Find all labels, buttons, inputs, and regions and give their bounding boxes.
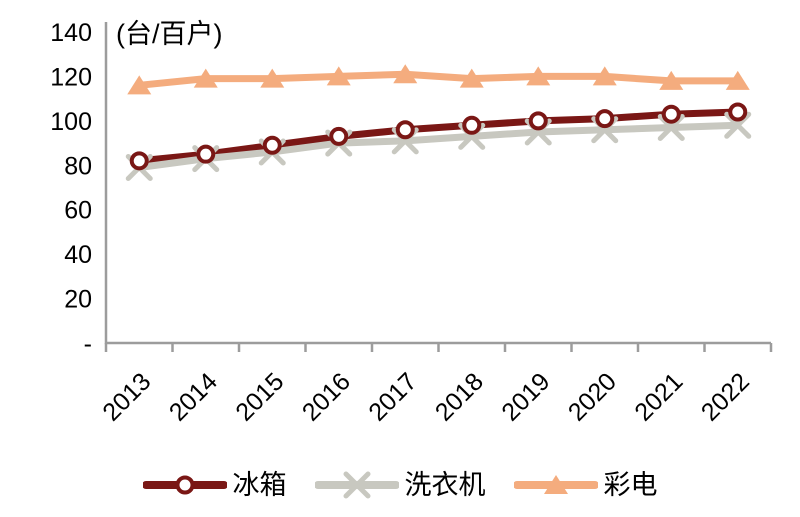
series-marker-color-tv xyxy=(459,68,484,88)
x-tick-label: 2020 xyxy=(563,367,622,426)
series-marker-fridge xyxy=(129,151,149,171)
series-line-washing-machine xyxy=(135,121,742,172)
y-tick-label: 140 xyxy=(50,19,92,47)
series-marker-color-tv xyxy=(592,66,617,86)
x-tick-label: 2013 xyxy=(97,367,156,426)
series-marker-color-tv xyxy=(326,66,351,86)
y-tick-label: 40 xyxy=(64,241,92,269)
x-tick-label: 2018 xyxy=(430,367,489,426)
x-tick-label: 2017 xyxy=(363,367,422,426)
y-tick-label: 60 xyxy=(64,197,92,225)
y-tick-label: 120 xyxy=(50,63,92,91)
series-marker-color-tv xyxy=(393,64,418,84)
legend-marker-washing-machine xyxy=(314,471,399,499)
series-marker-color-tv xyxy=(659,70,684,90)
legend-marker-color-tv xyxy=(513,475,598,494)
unit-label: (台/百户) xyxy=(116,19,222,49)
series-marker-fridge xyxy=(395,120,415,140)
x-tick-label: 2015 xyxy=(230,367,289,426)
legend-triangle-marker xyxy=(543,475,568,494)
series-marker-color-tv xyxy=(127,75,152,95)
x-tick-label: 2014 xyxy=(164,367,223,426)
y-tick-label: 100 xyxy=(50,108,92,136)
legend-item-fridge: 冰箱 xyxy=(142,469,287,500)
x-tick-label: 2021 xyxy=(629,367,688,426)
series-marker-fridge xyxy=(329,126,349,146)
series-marker-color-tv xyxy=(725,70,750,90)
legend-x-marker xyxy=(343,471,370,499)
series-marker-fridge xyxy=(661,104,681,124)
chart-legend: 冰箱 洗衣机 彩电 xyxy=(0,463,800,507)
series-line-color-tv xyxy=(135,70,742,89)
series-marker-fridge xyxy=(528,111,548,131)
x-tick-label: 2019 xyxy=(496,367,555,426)
legend-label-fridge: 冰箱 xyxy=(232,469,287,500)
series-marker-color-tv xyxy=(526,66,551,86)
x-tick-label: 2016 xyxy=(297,367,356,426)
series-line-fridge xyxy=(135,108,742,165)
legend-label-color-tv: 彩电 xyxy=(603,469,658,500)
legend-label-washing-machine: 洗衣机 xyxy=(404,469,486,500)
y-tick-label: 20 xyxy=(64,286,92,314)
y-tick-label: - xyxy=(84,330,92,358)
legend-circle-marker xyxy=(175,475,194,495)
series-marker-fridge xyxy=(196,144,216,164)
series-marker-color-tv xyxy=(260,68,285,88)
x-tick-label: 2022 xyxy=(696,367,755,426)
legend-item-color-tv: 彩电 xyxy=(513,469,658,500)
series-marker-fridge xyxy=(262,135,282,155)
legend-marker-fridge xyxy=(142,475,227,495)
series-marker-color-tv xyxy=(193,68,218,88)
series-marker-fridge xyxy=(728,102,748,122)
series-marker-fridge xyxy=(462,115,482,135)
y-tick-label: 80 xyxy=(64,152,92,180)
series-marker-fridge xyxy=(595,109,615,129)
legend-item-washing-machine: 洗衣机 xyxy=(314,469,486,500)
